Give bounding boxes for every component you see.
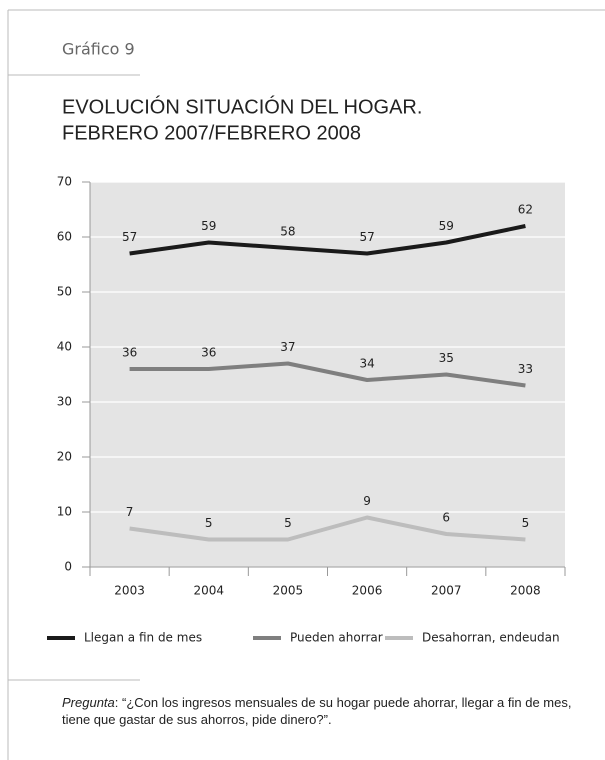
chart-title: FEBRERO 2007/FEBRERO 2008 [62, 122, 361, 144]
data-label: 7 [126, 505, 134, 519]
data-label: 58 [280, 225, 295, 239]
data-label: 59 [439, 219, 454, 233]
data-label: 6 [442, 511, 450, 525]
data-label: 34 [359, 357, 374, 371]
data-label: 36 [201, 346, 216, 360]
data-label: 57 [122, 230, 137, 244]
legend-label: Llegan a fin de mes [84, 631, 202, 645]
series-line [129, 224, 526, 256]
x-tick-label: 2004 [193, 584, 224, 598]
x-tick-label: 2007 [431, 584, 462, 598]
y-tick-label: 10 [57, 505, 72, 519]
plot-area [90, 182, 565, 567]
data-label: 9 [363, 494, 371, 508]
note-text: : “¿Con los ingresos mensuales de su hog… [62, 695, 572, 727]
data-label: 37 [280, 340, 295, 354]
x-tick-label: 2006 [352, 584, 383, 598]
legend-label: Pueden ahorrar [290, 631, 383, 645]
data-label: 35 [439, 351, 454, 365]
y-tick-label: 60 [57, 230, 72, 244]
data-label: 57 [359, 230, 374, 244]
y-tick-label: 40 [57, 340, 72, 354]
figure-label: Gráfico 9 [62, 40, 135, 59]
y-tick-label: 0 [64, 560, 72, 574]
note-label: Pregunta [62, 695, 115, 710]
x-tick-label: 2005 [273, 584, 304, 598]
y-tick-label: 30 [57, 395, 72, 409]
series-line [129, 361, 526, 388]
data-label: 5 [522, 516, 530, 530]
chart-title: EVOLUCIÓN SITUACIÓN DEL HOGAR. [62, 95, 422, 118]
data-label: 59 [201, 219, 216, 233]
legend-label: Desahorran, endeudan [422, 631, 560, 645]
data-label: 36 [122, 346, 137, 360]
y-tick-label: 70 [57, 175, 72, 189]
series-line [129, 515, 526, 542]
y-tick-label: 50 [57, 285, 72, 299]
x-tick-label: 2003 [114, 584, 145, 598]
note: Pregunta: “¿Con los ingresos mensuales d… [62, 694, 592, 728]
y-tick-label: 20 [57, 450, 72, 464]
x-tick-label: 2008 [510, 584, 541, 598]
data-label: 62 [518, 203, 533, 217]
data-label: 5 [284, 516, 292, 530]
data-label: 5 [205, 516, 213, 530]
data-label: 33 [518, 362, 533, 376]
